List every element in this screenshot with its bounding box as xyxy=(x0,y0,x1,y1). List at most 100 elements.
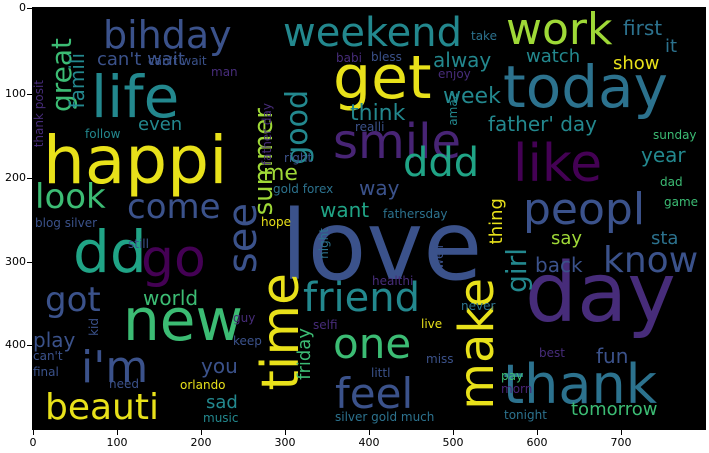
word-new: new xyxy=(123,286,243,354)
word-can-t: can't xyxy=(33,349,63,363)
word-look: look xyxy=(35,177,106,217)
word-like: like xyxy=(513,134,603,194)
word-weekend: weekend xyxy=(283,10,463,56)
word-week: week xyxy=(443,84,501,109)
x-tick xyxy=(33,429,34,435)
word-realli: realli xyxy=(355,120,385,134)
x-tick-label: 400 xyxy=(358,436,380,449)
x-tick xyxy=(117,429,118,435)
word-music: music xyxy=(203,411,239,425)
word-hope: hope xyxy=(261,215,291,229)
word-tonight: tonight xyxy=(504,408,547,422)
x-tick xyxy=(621,429,622,435)
word-love: love xyxy=(281,190,483,302)
word-sad: sad xyxy=(206,392,238,413)
y-tick-label: 400 xyxy=(5,338,26,351)
y-tick-label: 0 xyxy=(19,1,26,14)
y-tick-label: 300 xyxy=(5,255,26,268)
word-father-day: father day xyxy=(260,103,274,166)
x-tick-label: 700 xyxy=(610,436,632,449)
x-tick-label: 600 xyxy=(526,436,548,449)
word-way: way xyxy=(359,176,400,200)
word-morn: morn xyxy=(501,382,533,396)
word-peopl: peopl xyxy=(523,184,646,235)
word-orlando: orlando xyxy=(180,378,226,392)
word-best: best xyxy=(539,346,565,360)
word-today: today xyxy=(503,53,668,121)
word-thank: thank xyxy=(503,353,657,416)
word-fun: fun xyxy=(596,344,629,368)
word-work: work xyxy=(506,8,613,55)
word-night: night xyxy=(317,228,331,259)
word-littl: littl xyxy=(371,366,391,380)
y-tick xyxy=(27,8,33,9)
word-think: think xyxy=(350,101,406,126)
word-selfi: selfi xyxy=(313,318,338,332)
word-guy: guy xyxy=(233,311,256,325)
word-well: well xyxy=(432,245,446,269)
word-got: got xyxy=(45,280,101,320)
x-tick-label: 200 xyxy=(190,436,212,449)
word-keep: keep xyxy=(233,334,262,348)
word-show: show xyxy=(613,53,660,74)
word-know: know xyxy=(603,240,699,281)
word-thank-posit: thank posit xyxy=(33,80,46,148)
x-tick xyxy=(201,429,202,435)
word-dad: dad xyxy=(660,175,683,189)
x-tick xyxy=(453,429,454,435)
word-tomorrow: tomorrow xyxy=(571,399,658,420)
y-tick-label: 100 xyxy=(5,87,26,100)
word-happi: happi xyxy=(43,122,228,199)
word-final: final xyxy=(33,365,59,379)
word-bless: bless xyxy=(371,50,402,64)
word-day: day xyxy=(525,246,676,341)
word-sunday: sunday xyxy=(653,128,697,142)
word-need: need xyxy=(109,377,139,391)
word-it: it xyxy=(665,36,678,57)
word-still: still xyxy=(128,237,149,251)
word-follow: follow xyxy=(85,127,121,141)
word-back: back xyxy=(535,253,583,277)
word-bihday: bihday xyxy=(103,13,232,57)
y-tick xyxy=(27,262,33,263)
word-fathersday: fathersday xyxy=(383,207,448,221)
word-smile: smile xyxy=(333,114,461,170)
word-get: get xyxy=(333,43,432,113)
word-i-m: i'm xyxy=(81,342,149,393)
wordcloud-canvas: love day happi today thank new life get time make… xyxy=(32,7,706,430)
word-make: make xyxy=(449,278,505,410)
word-can-t-wait: can't wait xyxy=(97,49,185,70)
x-tick xyxy=(369,429,370,435)
word-feel: feel xyxy=(335,369,414,418)
y-tick xyxy=(27,94,33,95)
word-father-day: father' day xyxy=(488,112,597,136)
word-ddd: ddd xyxy=(403,140,480,186)
word-you: you xyxy=(201,354,238,378)
word-live: live xyxy=(421,317,443,331)
word-sta: sta xyxy=(651,228,679,249)
word-miss: miss xyxy=(426,352,454,366)
word-watch: watch xyxy=(526,46,581,67)
x-tick-label: 300 xyxy=(274,436,296,449)
word-first: first xyxy=(623,16,663,40)
word-world: world xyxy=(143,286,199,310)
x-tick xyxy=(285,429,286,435)
word-pay: pay xyxy=(501,369,524,383)
word-even: even xyxy=(138,114,183,135)
word-man: man xyxy=(211,65,238,79)
word-gold-forex: gold forex xyxy=(273,182,334,196)
word-famili: famili xyxy=(65,53,89,109)
word-go: go xyxy=(141,229,206,289)
word-enjoy: enjoy xyxy=(438,67,471,81)
x-tick xyxy=(537,429,538,435)
word-beauti: beauti xyxy=(45,387,159,428)
x-tick-label: 0 xyxy=(29,436,37,449)
word-girl: girl xyxy=(500,248,533,293)
word-kid: kid xyxy=(87,318,101,336)
word-blog-silver: blog silver xyxy=(35,216,98,230)
y-tick-label: 200 xyxy=(5,171,26,184)
word-friday: friday xyxy=(294,328,315,380)
y-tick xyxy=(27,178,33,179)
word-come: come xyxy=(127,187,221,227)
word-play: play xyxy=(33,328,76,352)
